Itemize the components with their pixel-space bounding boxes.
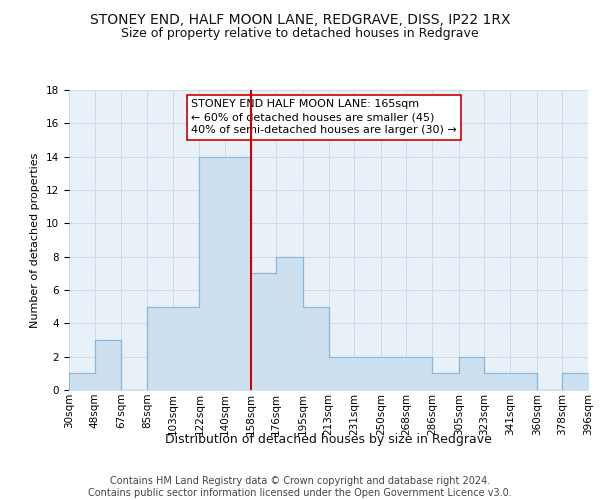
Text: STONEY END, HALF MOON LANE, REDGRAVE, DISS, IP22 1RX: STONEY END, HALF MOON LANE, REDGRAVE, DI… — [90, 12, 510, 26]
Text: Contains HM Land Registry data © Crown copyright and database right 2024.
Contai: Contains HM Land Registry data © Crown c… — [88, 476, 512, 498]
Text: STONEY END HALF MOON LANE: 165sqm
← 60% of detached houses are smaller (45)
40% : STONEY END HALF MOON LANE: 165sqm ← 60% … — [191, 99, 457, 136]
Y-axis label: Number of detached properties: Number of detached properties — [31, 152, 40, 328]
Text: Distribution of detached houses by size in Redgrave: Distribution of detached houses by size … — [166, 432, 492, 446]
Text: Size of property relative to detached houses in Redgrave: Size of property relative to detached ho… — [121, 28, 479, 40]
